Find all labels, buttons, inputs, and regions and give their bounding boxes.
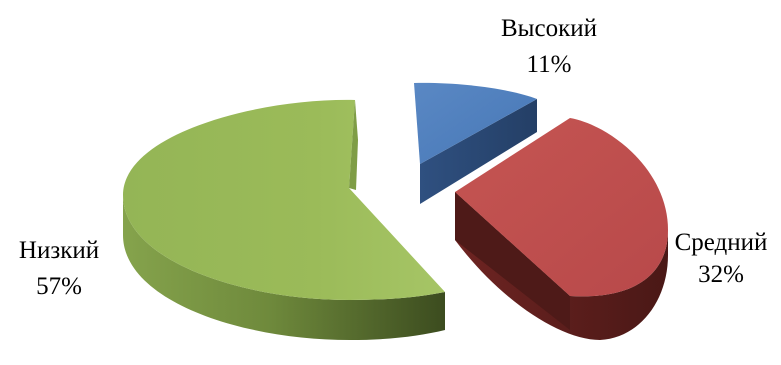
slice-vysokiy (414, 82, 537, 204)
slice-nizkiy (123, 99, 445, 340)
label-vysokiy: Высокий 11% (501, 15, 597, 78)
slice-nizkiy-inner-wall (349, 100, 358, 190)
slice-sredniy (455, 118, 668, 340)
label-vysokiy-percent: 11% (527, 51, 572, 78)
label-sredniy-percent: 32% (698, 261, 744, 288)
slice-vysokiy-top (414, 82, 537, 164)
slice-nizkiy-side (123, 195, 445, 340)
slice-sredniy-side-left (455, 192, 570, 330)
slice-sredniy-side-outer (455, 192, 668, 340)
label-nizkiy-name: Низкий (19, 237, 99, 264)
label-nizkiy: Низкий 57% (19, 237, 99, 300)
label-nizkiy-percent: 57% (36, 273, 82, 300)
label-vysokiy-name: Высокий (501, 15, 597, 42)
label-sredniy: Средний 32% (675, 229, 768, 288)
label-sredniy-name: Средний (675, 229, 768, 256)
slice-sredniy-top (455, 118, 668, 297)
slice-nizkiy-top (123, 99, 445, 300)
slice-vysokiy-side (420, 99, 537, 204)
